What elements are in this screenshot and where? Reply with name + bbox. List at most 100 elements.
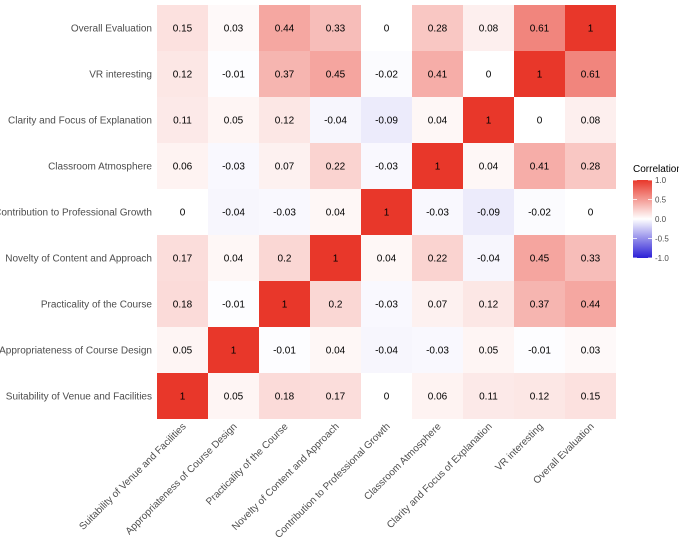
heatmap-cell [259, 51, 310, 97]
cell-value-label: 0.22 [326, 162, 346, 173]
heatmap-cell [565, 281, 616, 327]
cell-value-label: 0.04 [479, 162, 499, 173]
cell-value-label: 0.22 [428, 254, 448, 265]
heatmap-cell [565, 5, 616, 51]
x-tick-novelty-of-content-and-approach: Novelty of Content and Approach [230, 421, 342, 533]
heatmap-cell [259, 235, 310, 281]
heatmap-cell [514, 97, 565, 143]
heatmap-cell [310, 327, 361, 373]
legend-title: Correlation [633, 164, 679, 175]
heatmap-cell [463, 5, 514, 51]
heatmap-cell [310, 5, 361, 51]
cell-value-label: 0.28 [428, 24, 448, 35]
y-tick-classroom-atmosphere: Classroom Atmosphere [48, 162, 152, 173]
heatmap-cell [514, 373, 565, 419]
x-axis-tick-labels: Suitability of Venue and FacilitiesAppro… [77, 421, 596, 538]
cell-value-label: 0.05 [224, 116, 244, 127]
cell-value-label: 0.33 [326, 24, 346, 35]
cell-value-label: -0.01 [222, 300, 245, 311]
cell-value-label: -0.03 [375, 162, 398, 173]
cell-value-label: -0.09 [375, 116, 398, 127]
cell-value-label: 0.44 [581, 300, 601, 311]
cell-value-label: 0.37 [275, 70, 295, 81]
heatmap-cell [565, 373, 616, 419]
heatmap-cell [208, 51, 259, 97]
cell-value-label: 0.2 [278, 254, 292, 265]
y-tick-overall-evaluation: Overall Evaluation [71, 24, 152, 35]
y-tick-contribution-to-professional-growth: Contribution to Professional Growth [0, 208, 152, 219]
cell-value-label: 0.41 [428, 70, 448, 81]
heatmap-cell [208, 373, 259, 419]
cell-value-label: 0.05 [224, 392, 244, 403]
cell-value-label: 1 [333, 254, 339, 265]
heatmap-cell [208, 143, 259, 189]
y-tick-clarity-and-focus-of-explanation: Clarity and Focus of Explanation [8, 116, 152, 127]
heatmap-cell [412, 97, 463, 143]
cell-value-label: 0.08 [581, 116, 601, 127]
cell-value-label: 0.17 [326, 392, 346, 403]
heatmap-cell [208, 97, 259, 143]
cell-value-label: -0.03 [426, 208, 449, 219]
cell-value-label: 0.12 [479, 300, 499, 311]
cell-value-label: 0.17 [173, 254, 193, 265]
heatmap-cell [361, 97, 412, 143]
cell-value-label: -0.02 [375, 70, 398, 81]
heatmap-cell [412, 5, 463, 51]
cell-value-label: 1 [588, 24, 594, 35]
heatmap-cell [463, 143, 514, 189]
heatmap-cell [514, 327, 565, 373]
cell-value-label: 0 [384, 24, 390, 35]
cell-value-label: 0.15 [581, 392, 601, 403]
heatmap-cell [514, 281, 565, 327]
x-tick-appropriateness-of-course-design: Appropriateness of Course Design [124, 421, 240, 537]
cell-value-label: -0.04 [222, 208, 245, 219]
heatmap-cell [514, 235, 565, 281]
heatmap-cell [361, 281, 412, 327]
heatmap-cell [259, 281, 310, 327]
heatmap-cell [514, 189, 565, 235]
cell-value-label: 0.03 [224, 24, 244, 35]
cell-value-label: 0.61 [530, 24, 550, 35]
legend-tick-label: -0.5 [655, 235, 669, 244]
y-tick-vr-interesting: VR interesting [89, 70, 152, 81]
heatmap-cell [208, 281, 259, 327]
heatmap-cell [463, 97, 514, 143]
heatmap-cell [259, 373, 310, 419]
legend-ticks: 1.0 0.5 0.0 -0.5 -1.0 [633, 176, 669, 263]
heatmap-cell [565, 189, 616, 235]
cell-value-label: 0.18 [275, 392, 295, 403]
heatmap-cell [157, 281, 208, 327]
heatmap-cell [361, 373, 412, 419]
legend: Correlation 1.0 0.5 0.0 -0.5 -1.0 [633, 164, 679, 263]
heatmap-cell [361, 189, 412, 235]
heatmap-cell [310, 189, 361, 235]
cell-value-label: 0 [537, 116, 543, 127]
heatmap-cell [208, 327, 259, 373]
cell-value-label: 0.07 [275, 162, 295, 173]
cell-value-label: 0.18 [173, 300, 193, 311]
x-tick-clarity-and-focus-of-explanation: Clarity and Focus of Explanation [385, 421, 495, 531]
heatmap-cell [412, 189, 463, 235]
cell-value-label: 1 [180, 392, 186, 403]
x-tick-practicality-of-the-course: Practicality of the Course [204, 421, 291, 508]
y-tick-appropriateness-of-course-design: Appropriateness of Course Design [0, 346, 152, 357]
legend-tick-label: 1.0 [655, 176, 667, 185]
heatmap-cell [565, 97, 616, 143]
cell-value-label: 0.05 [173, 346, 193, 357]
heatmap-cell [259, 5, 310, 51]
heatmap-cell [412, 327, 463, 373]
cell-value-label: 0.44 [275, 24, 295, 35]
cell-value-label: 0.12 [173, 70, 193, 81]
cell-value-label: 0.07 [428, 300, 448, 311]
heatmap-cell [463, 327, 514, 373]
heatmap-cell [463, 51, 514, 97]
cell-value-label: -0.03 [273, 208, 296, 219]
legend-colorbar [633, 180, 652, 258]
cell-value-label: 0.45 [530, 254, 550, 265]
heatmap-cell [208, 5, 259, 51]
cell-value-label: 0.37 [530, 300, 550, 311]
heatmap-cell [157, 5, 208, 51]
heatmap-cell [463, 373, 514, 419]
heatmap-cell [310, 373, 361, 419]
cell-value-label: 0.03 [581, 346, 601, 357]
